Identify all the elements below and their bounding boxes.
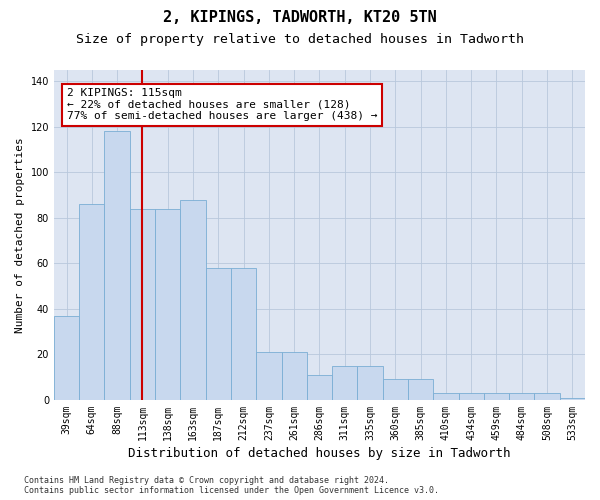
- Bar: [358, 366, 383, 400]
- Bar: [509, 393, 535, 400]
- Bar: [560, 398, 585, 400]
- Text: Size of property relative to detached houses in Tadworth: Size of property relative to detached ho…: [76, 32, 524, 46]
- X-axis label: Distribution of detached houses by size in Tadworth: Distribution of detached houses by size …: [128, 447, 511, 460]
- Bar: [155, 209, 181, 400]
- Bar: [130, 209, 155, 400]
- Bar: [408, 380, 433, 400]
- Bar: [206, 268, 231, 400]
- Bar: [256, 352, 281, 400]
- Text: Contains HM Land Registry data © Crown copyright and database right 2024.
Contai: Contains HM Land Registry data © Crown c…: [24, 476, 439, 495]
- Text: 2 KIPINGS: 115sqm
← 22% of detached houses are smaller (128)
77% of semi-detache: 2 KIPINGS: 115sqm ← 22% of detached hous…: [67, 88, 377, 122]
- Bar: [54, 316, 79, 400]
- Text: 2, KIPINGS, TADWORTH, KT20 5TN: 2, KIPINGS, TADWORTH, KT20 5TN: [163, 10, 437, 25]
- Bar: [181, 200, 206, 400]
- Bar: [535, 393, 560, 400]
- Bar: [307, 375, 332, 400]
- Bar: [281, 352, 307, 400]
- Bar: [79, 204, 104, 400]
- Bar: [231, 268, 256, 400]
- Bar: [433, 393, 458, 400]
- Bar: [383, 380, 408, 400]
- Y-axis label: Number of detached properties: Number of detached properties: [15, 137, 25, 333]
- Bar: [332, 366, 358, 400]
- Bar: [484, 393, 509, 400]
- Bar: [104, 132, 130, 400]
- Bar: [458, 393, 484, 400]
